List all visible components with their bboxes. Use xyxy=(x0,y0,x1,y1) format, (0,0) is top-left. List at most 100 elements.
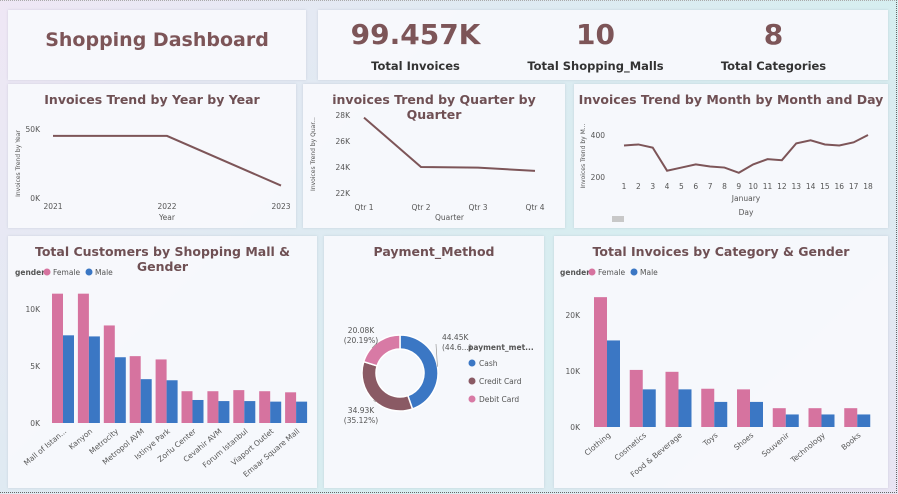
x-tick-label: 2023 xyxy=(271,202,290,211)
y-tick-label: 5K xyxy=(30,362,41,371)
bar-female xyxy=(77,293,89,423)
bar-female xyxy=(772,408,786,427)
legend-label-male: Male xyxy=(95,268,113,277)
kpi-total-categories-value: 8 xyxy=(763,18,784,51)
x-tick-label: 17 xyxy=(849,182,859,191)
category-label: Shoes xyxy=(732,431,755,452)
bar-male xyxy=(244,401,256,423)
kpi-total-invoices-label: Total Invoices xyxy=(371,59,460,73)
bar-female xyxy=(155,359,167,423)
bar-female xyxy=(181,391,193,423)
trend-line xyxy=(363,116,536,172)
y-tick-label: 26K xyxy=(336,137,352,146)
bar-male xyxy=(714,401,728,427)
x-tick-label: 2 xyxy=(636,182,641,191)
bar-female xyxy=(285,392,297,423)
category-label: Toys xyxy=(701,431,720,449)
x-tick-label: 5 xyxy=(679,182,684,191)
category-label: Books xyxy=(839,431,862,452)
y-tick-label: 10K xyxy=(26,305,42,314)
page-title: Shopping Dashboard xyxy=(45,29,269,51)
x-tick-label: 3 xyxy=(650,182,655,191)
y-tick-label: 28K xyxy=(336,111,352,120)
bar-female xyxy=(665,371,679,427)
slice-value-label: 34.93K xyxy=(348,406,375,415)
x-tick-label: Qtr 3 xyxy=(468,203,487,212)
month-trend-title: Invoices Trend by Month by Month and Day xyxy=(578,92,884,107)
x-tick-label: 1 xyxy=(622,182,627,191)
x-tick-label: 11 xyxy=(763,182,773,191)
bar-male xyxy=(750,401,763,427)
leader-line xyxy=(435,343,438,367)
y-tick-label: 200 xyxy=(591,173,606,182)
year-trend-title: Invoices Trend by Year by Year xyxy=(44,92,260,107)
mall-gender-card[interactable]: Total Customers by Shopping Mall & Gende… xyxy=(8,236,317,488)
y-axis-title: Invoices Trend by M... xyxy=(580,123,587,188)
category-label: Cosmetics xyxy=(613,431,649,463)
mall-gender-title: Total Customers by Shopping Mall & Gende… xyxy=(34,244,291,274)
category-label: Souvenir xyxy=(760,430,792,459)
bar-male xyxy=(114,357,126,423)
category-gender-card[interactable]: Total Invoices by Category & Gender gend… xyxy=(554,236,888,488)
category-label: Forum Istanbul xyxy=(201,427,250,470)
y-axis-title: Invoices Trend by Quar... xyxy=(310,117,317,191)
x-tick-label: 14 xyxy=(806,182,816,191)
x-tick-label: 12 xyxy=(777,182,787,191)
y-tick-label: 400 xyxy=(591,131,606,140)
bar-male xyxy=(192,399,204,423)
x-tick-label: Qtr 1 xyxy=(354,203,373,212)
y-tick-label: 10K xyxy=(566,367,582,376)
horizontal-scrollbar[interactable] xyxy=(612,216,624,222)
category-label: Mall of Istan... xyxy=(22,427,68,468)
bar-male xyxy=(63,335,74,423)
x-tick-label: 16 xyxy=(835,182,845,191)
bar-female xyxy=(629,369,643,427)
bar-male xyxy=(218,401,230,423)
kpi-total-malls-value: 10 xyxy=(576,18,615,51)
slice-percent-label: (20.19%) xyxy=(344,336,379,345)
payment-method-card[interactable]: Payment_Method 44.45K (44.6...) 34.93K (35.… xyxy=(324,236,544,488)
x-tick-label: 6 xyxy=(693,182,698,191)
trend-line xyxy=(53,134,282,187)
y-tick-label: 24K xyxy=(336,163,352,172)
quarter-trend-chart: 22K 24K 26K 28K Qtr 1 Qtr 2 Qtr 3 Qtr 4 Quarter I… xyxy=(310,111,545,222)
kpi-total-categories-label: Total Categories xyxy=(720,59,827,73)
legend-label-cash: Cash xyxy=(479,359,498,368)
x-tick-label: 4 xyxy=(665,182,670,191)
legend-title: gender xyxy=(560,268,590,277)
payment-method-title: Payment_Method xyxy=(373,244,495,259)
quarter-trend-card[interactable]: invoices Trend by Quarter by Quarter 22K… xyxy=(303,84,565,228)
legend-label-female: Female xyxy=(53,268,81,277)
year-trend-card[interactable]: Invoices Trend by Year by Year 0K 50K 2021… xyxy=(8,84,296,228)
bar-male xyxy=(296,401,308,423)
title-card: Shopping Dashboard xyxy=(8,10,306,80)
slice-percent-label: (44.6...) xyxy=(442,343,472,352)
legend-title: gender xyxy=(15,268,45,277)
y-tick-label: 50K xyxy=(26,125,42,134)
pie-slice-credit-card xyxy=(361,360,414,412)
bar-female xyxy=(737,389,750,427)
category-label: Clothing xyxy=(583,430,613,457)
month-label: January xyxy=(731,194,761,203)
month-trend-card[interactable]: Invoices Trend by Month by Month and Day… xyxy=(574,84,888,228)
bar-female xyxy=(594,297,607,427)
legend-marker-cash xyxy=(468,359,476,367)
bar-male xyxy=(607,340,620,427)
trend-line xyxy=(623,134,869,174)
x-tick-label: 18 xyxy=(863,182,873,191)
bar-female xyxy=(808,408,822,427)
kpi-total-malls-label: Total Shopping_Malls xyxy=(527,59,664,73)
y-tick-label: 22K xyxy=(336,189,352,198)
quarter-trend-title: invoices Trend by Quarter by Quarter xyxy=(332,92,536,122)
x-axis-title: Year xyxy=(158,213,176,222)
bar-male xyxy=(88,336,100,423)
x-tick-label: 8 xyxy=(722,182,727,191)
legend-marker-female xyxy=(588,268,596,276)
legend-label-male: Male xyxy=(640,268,658,277)
legend-label-credit-card: Credit Card xyxy=(479,377,522,386)
year-trend-chart: 0K 50K 2021 2022 2023 Year Invoices Trend by Y… xyxy=(15,125,291,222)
x-tick-label: 2021 xyxy=(43,202,62,211)
x-tick-label: Qtr 2 xyxy=(411,203,430,212)
